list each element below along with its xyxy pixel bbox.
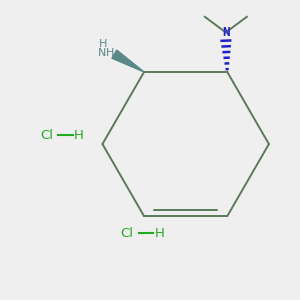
- Text: H: H: [154, 227, 164, 240]
- Text: N: N: [98, 48, 106, 58]
- Text: Cl: Cl: [120, 227, 133, 240]
- Text: H: H: [74, 129, 84, 142]
- Text: H: H: [99, 39, 107, 49]
- Text: H: H: [106, 48, 114, 58]
- Polygon shape: [112, 50, 144, 72]
- Text: N: N: [222, 26, 230, 39]
- Text: Cl: Cl: [40, 129, 53, 142]
